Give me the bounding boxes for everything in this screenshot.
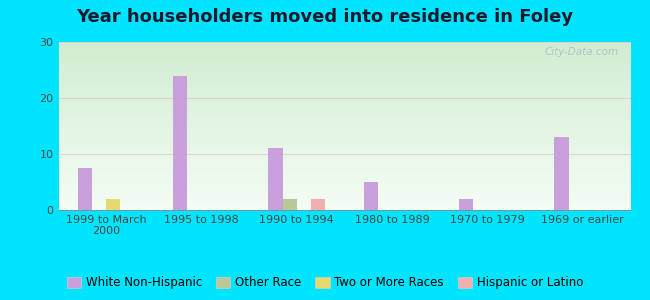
Legend: White Non-Hispanic, Other Race, Two or More Races, Hispanic or Latino: White Non-Hispanic, Other Race, Two or M… [62,272,588,294]
Bar [173,76,187,210]
Bar [554,137,569,210]
Bar [459,199,473,210]
Bar [311,199,326,210]
Bar [77,168,92,210]
Bar [106,199,120,210]
Bar [268,148,283,210]
Bar [363,182,378,210]
Text: Year householders moved into residence in Foley: Year householders moved into residence i… [77,8,573,26]
Bar [283,199,297,210]
Text: City-Data.com: City-Data.com [545,47,619,57]
